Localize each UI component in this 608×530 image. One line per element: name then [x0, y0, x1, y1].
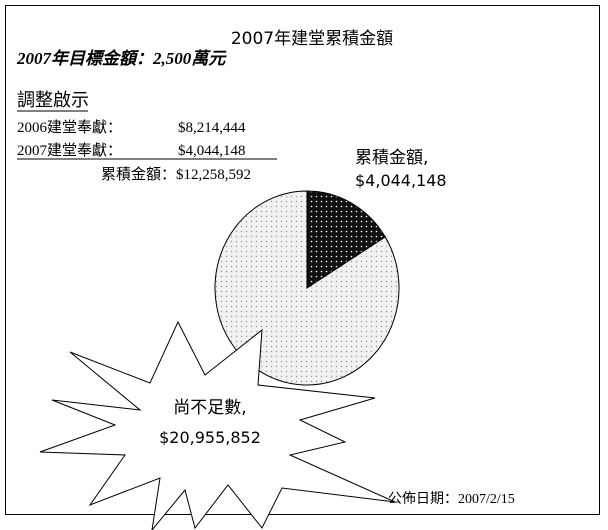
- starburst: [39, 320, 396, 530]
- total-value: $12,258,592: [176, 167, 251, 183]
- total-label: 累積金額：: [101, 166, 176, 183]
- chart-title: 2007年建堂累積金額: [231, 29, 393, 49]
- subtitle: 2007年目標金額：2,500萬元: [16, 49, 227, 68]
- data-label-value: $20,955,852: [159, 428, 261, 447]
- pie-slice: [306, 190, 386, 289]
- data-label-name: 累積金額,: [355, 148, 428, 168]
- row-value: $4,044,148: [178, 143, 246, 159]
- row-label: 2007建堂奉獻：: [17, 141, 122, 159]
- notes-heading: 調整啟示: [17, 90, 89, 111]
- data-label-name: 尚不足數,: [173, 398, 246, 418]
- date: 公佈日期：2007/2/15: [388, 490, 515, 507]
- data-label-value: $4,044,148: [355, 171, 447, 190]
- row-value: $8,214,444: [178, 120, 246, 136]
- row-label: 2006建堂奉獻：: [17, 118, 122, 136]
